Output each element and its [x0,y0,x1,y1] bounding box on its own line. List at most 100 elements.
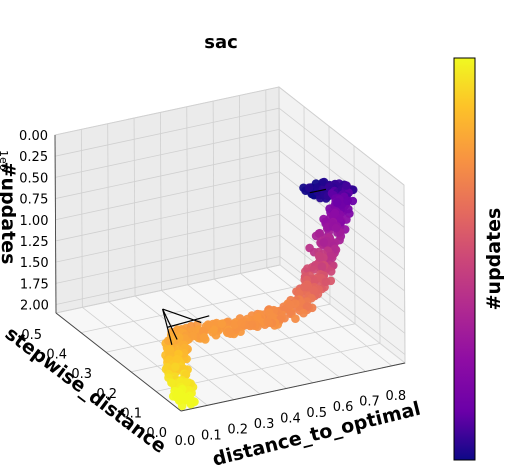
grid-line-z-back [55,256,281,305]
grid-line-z-back [55,107,280,157]
y-axis-line [55,312,182,412]
x-tick-label: 0.0 [175,434,196,449]
scatter-point [253,312,262,322]
scatter-point [342,181,351,190]
trajectory-line [162,308,178,340]
grid-line-z-back [55,150,280,199]
scatter-point [291,314,300,324]
grid-line-z-side [278,107,405,207]
colorbar [453,57,476,461]
z-axis-line [54,134,57,314]
y-tick-label: 0.3 [71,367,92,382]
x-tick-label: 0.1 [201,428,222,443]
y-tick-label: 0.5 [21,328,42,343]
x-tick-label: 0.6 [333,400,354,415]
z-tick-label: 1.50 [20,256,49,271]
grid-line-z-back [55,171,280,221]
grid-line-z-back [55,213,280,263]
y-tick-label: 0.0 [146,426,167,441]
trajectory-lines [162,188,327,345]
scatter-point [332,198,342,207]
grid-line-z-side [278,129,405,228]
y-tick-label: 0.4 [46,348,67,363]
trajectory-line [317,188,327,192]
scatter-point [263,317,273,327]
scatter-point [217,319,227,329]
z-tick-label: 1.25 [20,235,49,250]
trajectory-line [166,315,210,328]
scatter-point [209,325,218,334]
scatter-point [348,196,358,206]
scatter-point [171,362,180,372]
scatter-point [300,282,309,292]
scatter-point [331,223,341,233]
x-tick-label: 0.3 [254,417,275,432]
scatter-point [165,345,174,354]
scatter-point [319,238,329,247]
grid-line-z-side [279,235,406,334]
scatter-point [176,392,185,401]
scatter-point [237,318,246,328]
grid-line-z-side [278,86,405,186]
scatter-point [309,286,319,295]
axis-panes [54,85,407,412]
scatter-point [299,308,308,318]
scatter-point [303,264,312,273]
grid-line-x-floor [240,273,366,372]
scatter-point [172,354,182,364]
scatter-points [161,177,358,411]
scatter-point [302,302,312,311]
grid-line-z-side [279,256,406,355]
scatter-point [174,333,184,342]
grid-line-z-back [55,234,280,284]
x-axis-line [180,362,406,412]
trajectory-line [162,308,173,345]
grid-line-x-floor [161,290,287,389]
scatter-point [317,262,327,272]
x-tick-label: 0.8 [385,389,406,404]
z-tick-label: 0.25 [19,150,48,165]
z-tick-label: 1.00 [20,214,49,229]
grid-line-x-floor [134,295,261,395]
colorbar-label: #updates [483,208,505,311]
chart-title: sac [204,32,238,53]
x-tick-label: 0.7 [359,394,380,409]
scatter-point [199,333,209,342]
scatter-point [309,265,319,274]
scatter-point [230,320,239,330]
scatter-point [304,183,314,192]
scatter-point [224,327,234,336]
y-tick-label: 0.1 [121,406,142,421]
grid-line-y-floor [55,264,281,314]
grid-line-y-floor [80,284,306,333]
x-tick-label: 0.4 [280,411,301,426]
trajectory-line [309,190,318,194]
y-tick-label: 0.2 [96,387,117,402]
x-tick-label: 0.2 [227,423,248,438]
scatter-point [344,204,353,214]
z-tick-label: 0.50 [19,171,48,186]
scatter-point [186,398,196,407]
x-tick-label: 0.5 [306,406,327,421]
scatter-point [285,300,295,310]
z-tick-label: 1.75 [20,277,49,292]
grid-line-z-back [55,128,280,178]
scatter-point [315,253,324,262]
scatter-point [167,378,176,388]
grid-line-x-floor [187,284,314,384]
z-axis-label: #updates [0,162,19,265]
grid-line-z-back [55,192,280,242]
tick-labels: 0.0 0.1 0.2 0.3 0.4 0.5 0.6 0.7 0.8 0.0 0.1 0.2 0.3 0… [19,129,406,449]
z-tick-label: 0.75 [19,193,48,208]
grid-line-z-side [279,213,405,313]
grid-line-z-back [54,86,280,136]
scatter-point [330,208,340,218]
axis-edges [54,134,406,412]
z-tick-label: 2.00 [20,299,49,314]
scatter-point [311,231,321,241]
scatter-point [321,277,331,287]
z-multiplier-label: 1e6 [0,150,10,171]
scatter-point [188,331,197,341]
z-tick-label: 0.00 [19,129,48,144]
